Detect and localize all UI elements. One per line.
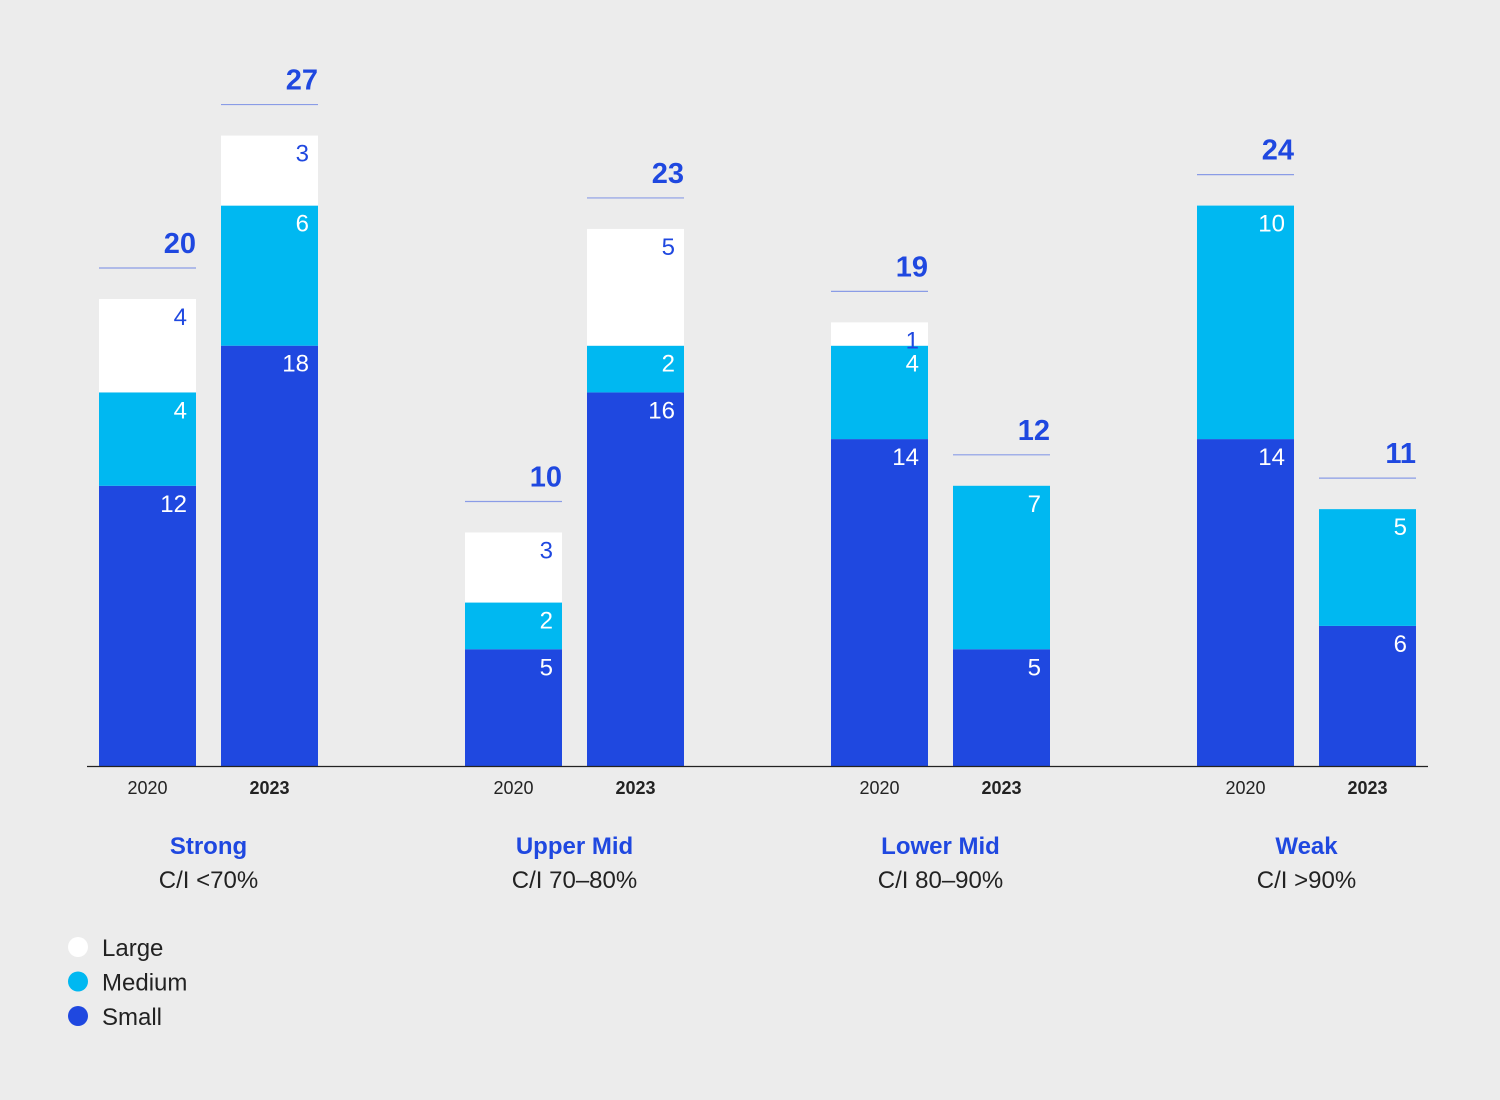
- total-label: 10: [530, 462, 562, 494]
- legend-swatch-small: [68, 1006, 88, 1026]
- total-label: 12: [1018, 415, 1050, 447]
- bar-segment-medium: [99, 392, 196, 486]
- segment-value-label: 4: [174, 397, 187, 424]
- legend-swatch-large: [68, 937, 88, 957]
- segment-value-label: 10: [1258, 211, 1285, 238]
- bar-segment-small: [99, 485, 196, 766]
- bar-segment-small: [221, 345, 318, 766]
- bar-segment-large: [221, 135, 318, 206]
- legend-swatch-medium: [68, 971, 88, 992]
- bar-segment-medium: [465, 602, 562, 650]
- segment-value-label: 5: [1394, 514, 1407, 541]
- segment-value-label: 16: [648, 397, 675, 424]
- bar-segment-small: [953, 649, 1050, 766]
- x-tick-label: 2023: [981, 778, 1021, 798]
- x-tick-label: 2023: [1347, 778, 1387, 798]
- x-tick-label: 2023: [615, 778, 655, 798]
- total-label: 24: [1262, 135, 1294, 167]
- group-name: Strong: [170, 833, 247, 860]
- segment-value-label: 5: [662, 234, 675, 261]
- bar-segment-medium: [221, 205, 318, 346]
- segment-value-label: 6: [296, 211, 309, 238]
- x-tick-label: 2020: [127, 778, 167, 798]
- group-subtitle: C/I >90%: [1257, 867, 1356, 894]
- x-tick-label: 2020: [1225, 778, 1265, 798]
- x-tick-label: 2023: [249, 778, 289, 798]
- segment-value-label: 2: [662, 351, 675, 378]
- segment-value-label: 5: [1028, 654, 1041, 681]
- legend-label: Large: [102, 935, 163, 962]
- bar-segment-medium: [953, 485, 1050, 650]
- segment-value-label: 3: [296, 141, 309, 168]
- bar-segment-medium: [587, 345, 684, 393]
- total-label: 20: [164, 228, 196, 260]
- segment-value-label: 7: [1028, 491, 1041, 518]
- segment-value-label: 6: [1394, 631, 1407, 658]
- total-label: 11: [1385, 438, 1416, 470]
- group-subtitle: C/I <70%: [159, 867, 258, 894]
- bar-segment-large: [831, 322, 928, 346]
- segment-value-label: 4: [906, 351, 919, 378]
- segment-value-label: 1: [906, 327, 919, 354]
- bar-segment-large: [587, 228, 684, 346]
- bar-segment-large: [465, 532, 562, 603]
- bar-segment-small: [465, 649, 562, 766]
- group-name: Weak: [1275, 833, 1338, 860]
- segment-value-label: 14: [1258, 444, 1285, 471]
- bar-segment-large: [99, 299, 196, 393]
- segment-value-label: 12: [160, 491, 187, 518]
- segment-value-label: 5: [540, 654, 553, 681]
- bar-segment-medium: [1197, 205, 1294, 440]
- segment-value-label: 4: [174, 304, 187, 331]
- bar-segment-small: [1319, 625, 1416, 766]
- bar-segment-medium: [1319, 509, 1416, 626]
- total-label: 23: [652, 158, 684, 190]
- segment-value-label: 2: [540, 608, 553, 635]
- segment-value-label: 3: [540, 538, 553, 565]
- bar-segment-small: [587, 392, 684, 766]
- x-tick-label: 2020: [859, 778, 899, 798]
- legend-label: Medium: [102, 970, 187, 997]
- bar-segment-small: [831, 439, 928, 766]
- bar-segment-small: [1197, 439, 1294, 766]
- group-subtitle: C/I 70–80%: [512, 867, 637, 894]
- bar-segment-medium: [831, 345, 928, 440]
- legend-label: Small: [102, 1004, 162, 1031]
- total-label: 19: [896, 251, 928, 283]
- group-name: Upper Mid: [516, 833, 633, 860]
- segment-value-label: 14: [892, 444, 919, 471]
- total-label: 27: [286, 65, 318, 97]
- x-tick-label: 2020: [493, 778, 533, 798]
- group-name: Lower Mid: [881, 833, 1000, 860]
- group-subtitle: C/I 80–90%: [878, 867, 1003, 894]
- segment-value-label: 18: [282, 351, 309, 378]
